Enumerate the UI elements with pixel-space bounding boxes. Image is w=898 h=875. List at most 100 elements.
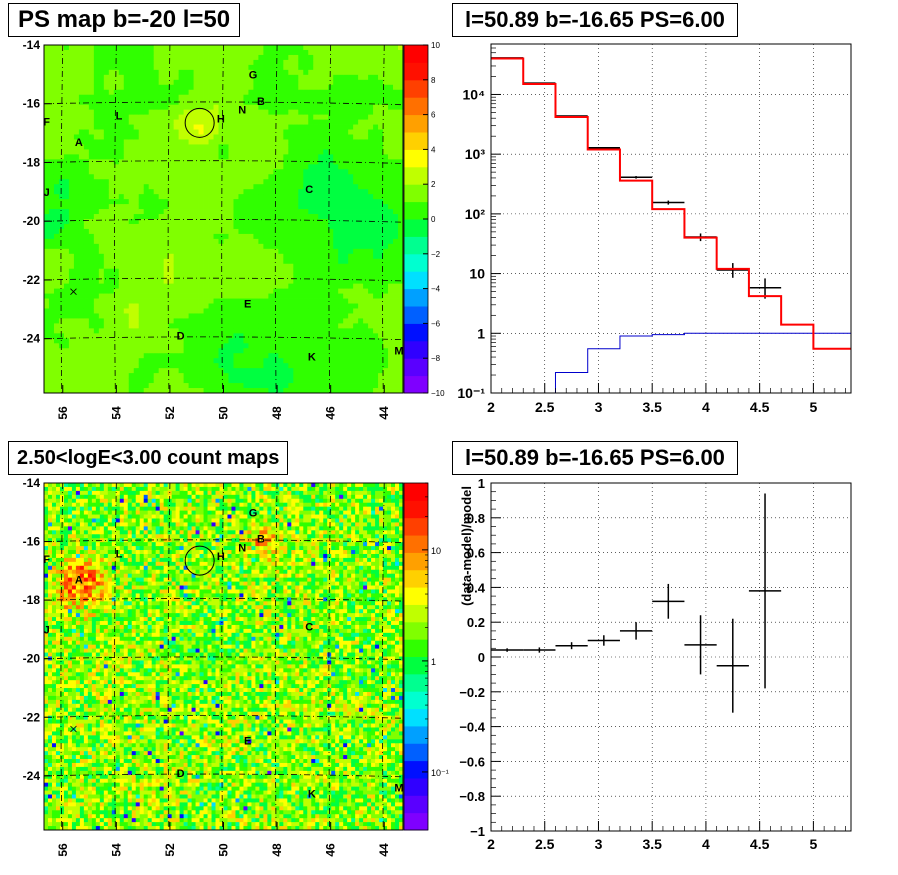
ps-map-pixel: [253, 149, 259, 155]
ps-map-pixel: [138, 119, 145, 125]
ps-map-pixel: [348, 343, 354, 349]
ps-map-pixel: [278, 94, 284, 101]
ps-map-pixel: [268, 388, 274, 394]
ps-map-pixel: [343, 64, 349, 71]
ps-map-pixel: [158, 204, 165, 210]
ps-map-pixel: [393, 233, 399, 240]
ps-map-pixel: [48, 149, 55, 155]
ps-map-pixel: [338, 64, 344, 71]
ps-map-pixel: [143, 209, 150, 215]
ps-map-pixel: [218, 74, 224, 81]
ps-map-pixel: [123, 199, 130, 205]
ps-map-pixel: [273, 89, 279, 96]
ps-map-pixel: [388, 348, 394, 354]
ps-map-pixel: [93, 348, 100, 354]
ps-map-pixel: [273, 179, 279, 185]
ps-map-pixel: [163, 179, 170, 185]
ps-map-pixel: [388, 258, 394, 265]
ps-map-pixel: [293, 258, 299, 265]
ps-map-pixel: [53, 308, 60, 314]
ps-map-pixel: [228, 373, 234, 379]
ps-map-pixel: [218, 363, 224, 369]
ps-map-pixel: [113, 273, 120, 280]
ps-map-pixel: [188, 333, 194, 339]
ps-map-pixel: [288, 258, 294, 265]
ps-map-pixel: [253, 109, 259, 115]
ps-map-pixel: [223, 134, 229, 140]
ps-map-pixel: [293, 268, 299, 275]
ps-map-pixel: [148, 263, 155, 270]
ps-map-pixel: [278, 228, 284, 235]
ps-map-pixel: [253, 74, 259, 81]
ps-map-pixel: [218, 169, 224, 175]
ps-map-pixel: [378, 214, 384, 220]
ps-map-pixel: [98, 129, 105, 135]
ps-map-pixel: [188, 199, 194, 205]
ps-map-pixel: [118, 119, 125, 125]
ps-map-pixel: [273, 268, 279, 275]
ps-map-pixel: [63, 283, 70, 289]
ps-map-pixel: [208, 238, 214, 245]
ps-map-pixel: [98, 388, 105, 394]
ps-map-pixel: [338, 288, 344, 294]
ps-map-pixel: [373, 199, 379, 205]
ps-map-pixel: [228, 179, 234, 185]
ps-map-pixel: [173, 109, 180, 115]
ps-map-pixel: [93, 69, 100, 76]
ps-map-pixel: [173, 89, 180, 96]
ps-map-pixel: [243, 119, 249, 125]
ps-map-pixel: [373, 233, 379, 240]
ps-map-pixel: [238, 129, 244, 135]
ps-map-pixel: [53, 109, 60, 115]
ps-map-pixel: [168, 99, 175, 106]
ps-map-pixel: [228, 134, 234, 140]
ps-map-pixel: [318, 69, 324, 76]
ps-map-pixel: [138, 273, 145, 280]
ps-map-pixel: [173, 358, 180, 364]
ps-map-pixel: [98, 368, 105, 374]
ps-map-pixel: [313, 338, 319, 344]
ps-map-pixel: [173, 194, 180, 200]
ps-map-pixel: [143, 139, 150, 145]
ps-map-pixel: [293, 368, 299, 374]
ps-map-pixel: [173, 174, 180, 180]
ps-map-pixel: [208, 333, 214, 339]
ps-map-pixel: [303, 204, 309, 210]
ps-map-pixel: [133, 363, 140, 369]
ps-map-pixel: [268, 268, 274, 275]
ps-map-pixel: [143, 338, 150, 344]
ps-map-pixel: [323, 223, 329, 230]
ps-map-pixel: [44, 49, 50, 56]
ps-map-pixel: [303, 189, 309, 195]
ps-map-pixel: [293, 79, 299, 86]
ps-map-pixel: [48, 333, 55, 339]
ps-map-pixel: [218, 189, 224, 195]
ps-map-pixel: [208, 223, 214, 230]
ps-map-pixel: [48, 278, 55, 285]
ps-map-pixel: [373, 164, 379, 170]
ps-map-pixel: [133, 233, 140, 240]
ps-map-pixel: [93, 303, 100, 309]
ps-map-pixel: [58, 258, 65, 265]
ps-map-pixel: [128, 124, 135, 130]
ps-map-pixel: [203, 194, 209, 200]
ps-map-pixel: [53, 74, 60, 81]
ps-map-pixel: [133, 263, 140, 270]
ps-map-pixel: [63, 124, 70, 130]
ps-map-pixel: [243, 343, 249, 349]
ps-map-pixel: [263, 343, 269, 349]
ps-map-pixel: [68, 328, 75, 334]
ps-map-pixel: [98, 288, 105, 294]
ps-map-pixel: [78, 89, 85, 96]
ps-map-pixel: [358, 308, 364, 314]
ps-map-pixel: [233, 174, 239, 180]
ps-map-pixel: [68, 238, 75, 245]
ps-map-pixel: [358, 353, 364, 359]
ps-map-pixel: [393, 333, 399, 339]
ps-map-pixel: [213, 194, 219, 200]
ps-map-pixel: [78, 298, 85, 304]
ps-map-pixel: [368, 84, 374, 91]
ps-map-pixel: [273, 328, 279, 334]
ps-map-pixel: [208, 74, 214, 81]
ps-map-pixel: [343, 169, 349, 175]
